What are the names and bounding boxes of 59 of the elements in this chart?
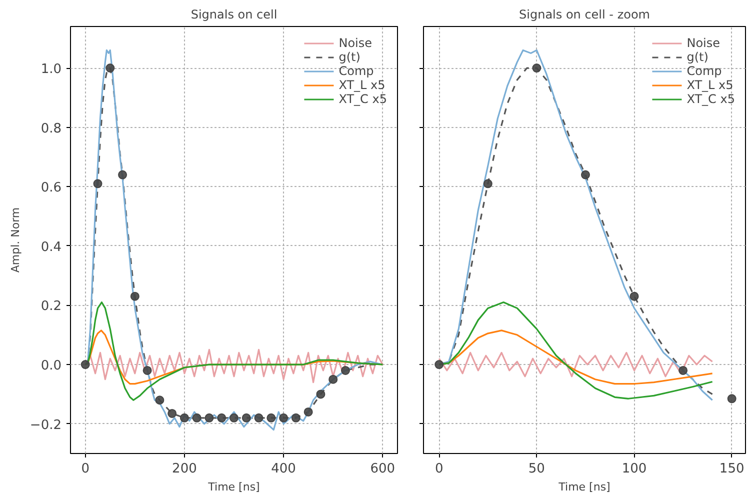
x-tick-label: 400 xyxy=(271,462,296,476)
y-tick-label: 1.0 xyxy=(40,62,62,78)
y-tick-label: −0.2 xyxy=(30,418,62,433)
y-tick-label: 0.2 xyxy=(40,299,62,314)
point xyxy=(106,64,115,73)
point xyxy=(142,366,152,375)
chart-title: Signals on cell - zoom xyxy=(519,8,650,22)
point xyxy=(630,292,639,301)
point xyxy=(217,413,226,422)
legend-label: XT_L x5 xyxy=(686,78,734,92)
point xyxy=(304,407,313,416)
x-axis-title: Time [ns] xyxy=(207,480,260,494)
legend-label: XT_C x5 xyxy=(338,92,387,106)
x-tick-label: 200 xyxy=(172,462,197,476)
legend-label: Noise xyxy=(686,36,720,50)
point xyxy=(434,360,444,370)
x-tick-label: 150 xyxy=(719,462,744,476)
chart-title: Signals on cell xyxy=(190,8,278,22)
point xyxy=(80,360,90,370)
point xyxy=(204,413,214,422)
legend-label: Comp xyxy=(338,64,374,78)
point xyxy=(192,413,202,422)
legend-label: XT_L x5 xyxy=(338,78,386,92)
y-tick-label: 0.6 xyxy=(40,180,62,196)
point xyxy=(580,170,590,180)
point xyxy=(483,179,492,188)
point xyxy=(328,374,338,384)
y-tick-label: 0.4 xyxy=(40,240,62,255)
x-tick-label: 0 xyxy=(434,462,444,476)
point xyxy=(678,366,688,375)
point xyxy=(230,413,238,422)
point xyxy=(168,408,177,418)
point xyxy=(93,179,102,188)
point xyxy=(279,413,288,422)
y-axis-title: Ampl. Norm xyxy=(8,207,22,273)
point xyxy=(180,413,189,422)
point xyxy=(130,292,140,301)
legend-label: g(t) xyxy=(338,50,360,64)
y-tick-label: 0.0 xyxy=(40,358,62,374)
x-tick-label: 0 xyxy=(81,462,90,476)
legend-label: XT_C x5 xyxy=(686,92,735,106)
point xyxy=(254,413,264,422)
point xyxy=(242,413,251,422)
point xyxy=(532,64,542,73)
x-tick-label: 100 xyxy=(622,462,647,476)
legend-label: Comp xyxy=(686,64,722,78)
y-tick-label: 0.8 xyxy=(40,121,62,136)
x-tick-label: 600 xyxy=(370,462,396,476)
legend-label: g(t) xyxy=(686,50,708,64)
x-tick-label: 50 xyxy=(528,462,545,476)
point xyxy=(340,366,350,375)
point xyxy=(727,394,736,404)
point xyxy=(291,413,300,422)
point xyxy=(155,396,164,405)
point xyxy=(118,170,128,180)
legend-label: Noise xyxy=(338,36,372,50)
x-axis-title: Time [ns] xyxy=(558,480,610,494)
point xyxy=(316,390,326,399)
point xyxy=(266,413,276,422)
